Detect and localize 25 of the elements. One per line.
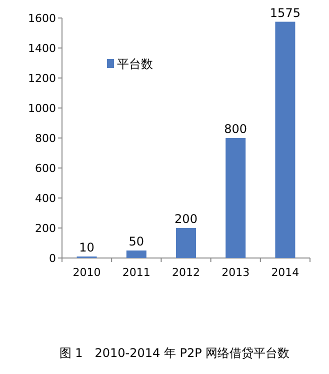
x-tick-label: 2010 bbox=[72, 266, 101, 279]
y-tick-label: 400 bbox=[35, 192, 56, 205]
y-tick-label: 0 bbox=[49, 252, 56, 265]
bar bbox=[126, 250, 146, 258]
legend-label: 平台数 bbox=[117, 57, 153, 71]
bar bbox=[226, 138, 246, 258]
y-tick-label: 200 bbox=[35, 222, 56, 235]
data-label: 800 bbox=[224, 122, 248, 136]
data-label: 1575 bbox=[270, 6, 300, 20]
text: 图 1 2010-2014 年 P2P 网络借贷平台数 bbox=[59, 346, 290, 360]
bar bbox=[176, 228, 196, 258]
data-label: 50 bbox=[128, 234, 144, 248]
x-tick-label: 2012 bbox=[172, 266, 200, 279]
bar bbox=[275, 22, 296, 258]
y-tick-label: 1000 bbox=[28, 102, 56, 115]
x-tick-label: 2013 bbox=[222, 266, 250, 279]
y-tick-label: 1400 bbox=[28, 42, 56, 55]
y-tick-label: 1200 bbox=[28, 72, 56, 85]
y-tick-label: 600 bbox=[35, 162, 56, 175]
y-tick-label: 800 bbox=[35, 132, 56, 145]
y-tick-label: 1600 bbox=[28, 12, 56, 25]
data-label: 10 bbox=[79, 240, 94, 254]
x-tick-label: 2011 bbox=[122, 266, 150, 279]
data-label: 200 bbox=[174, 212, 198, 226]
x-tick-label: 2014 bbox=[271, 266, 300, 279]
